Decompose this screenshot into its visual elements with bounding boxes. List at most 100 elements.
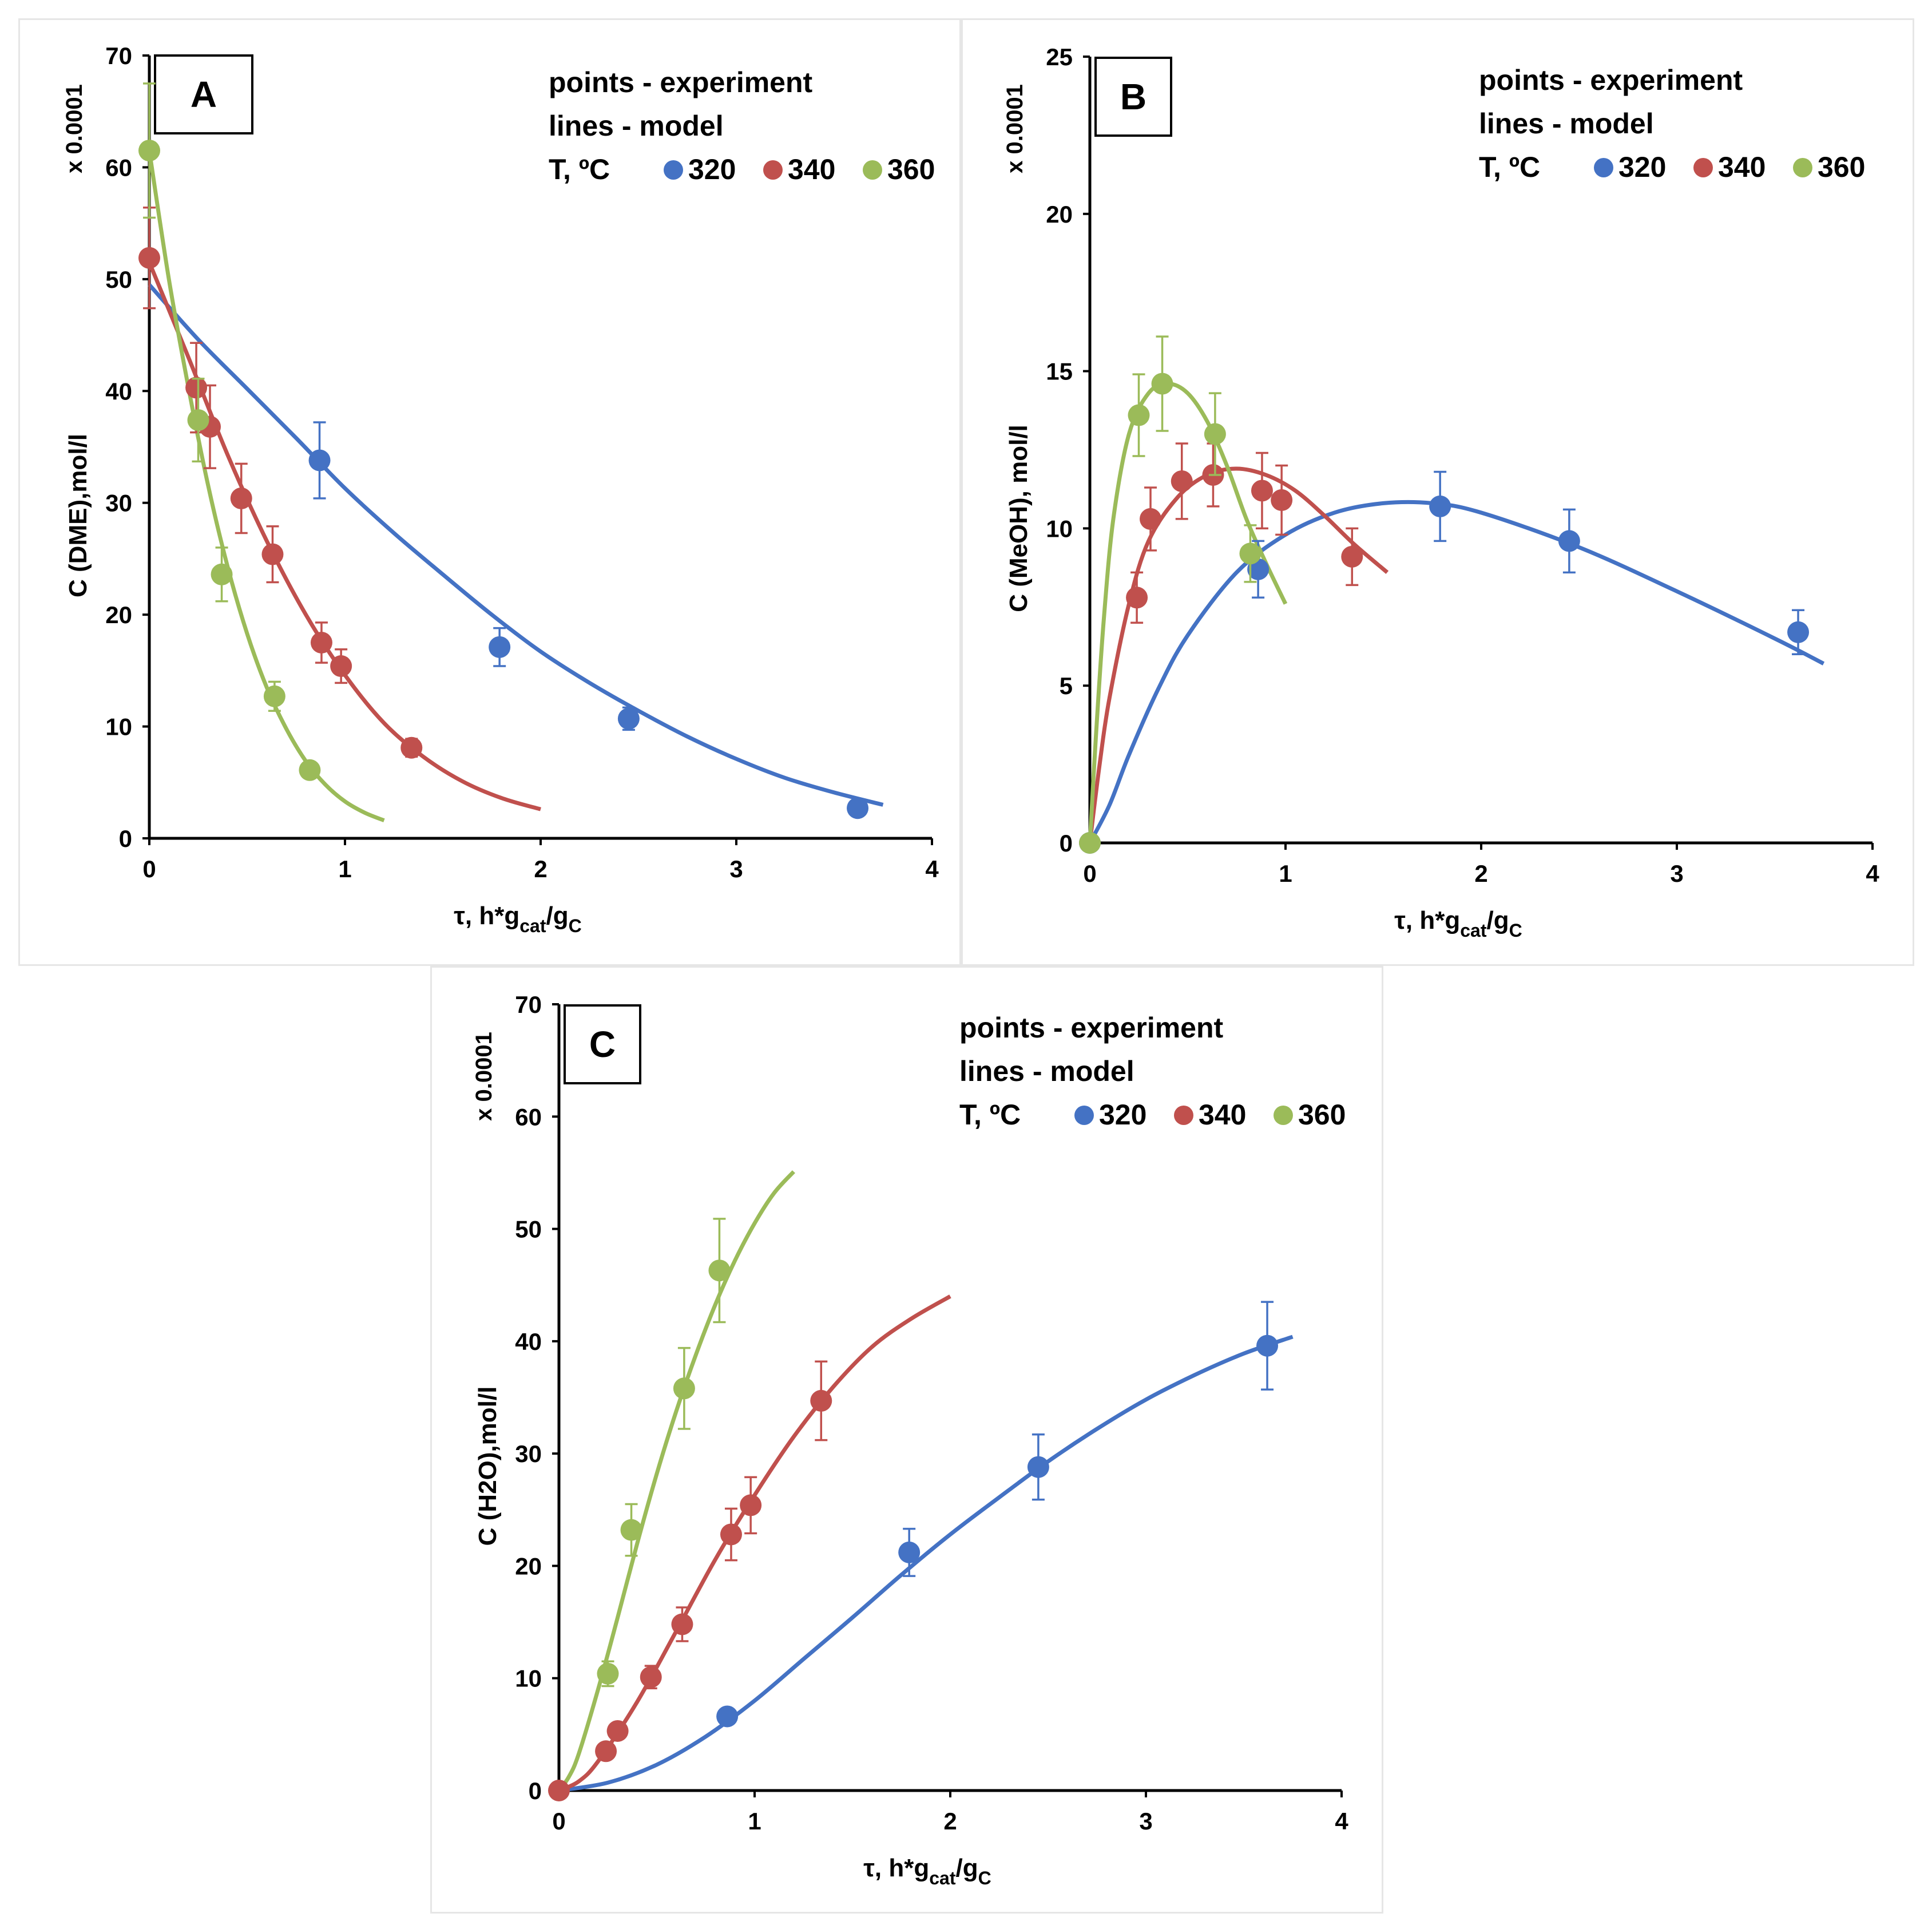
y-tick-label: 15 bbox=[1046, 358, 1073, 385]
x-axis-title-mid: /g bbox=[546, 902, 569, 930]
legend-line-experiment: points - experiment bbox=[959, 1012, 1224, 1044]
x-axis-title-sub: cat bbox=[1460, 920, 1487, 941]
legend-marker-360 bbox=[863, 160, 882, 180]
x-axis-title-sub: cat bbox=[519, 916, 546, 936]
y-tick-label: 40 bbox=[515, 1328, 542, 1355]
model-line-360 bbox=[1088, 382, 1288, 843]
data-point-320 bbox=[1027, 1456, 1049, 1478]
x-axis-title-mid: /g bbox=[956, 1854, 978, 1882]
data-point-360 bbox=[1151, 373, 1173, 395]
model-line-360 bbox=[557, 1170, 795, 1792]
x-axis-title-sub: cat bbox=[929, 1868, 956, 1888]
y-tick-label: 50 bbox=[105, 266, 132, 293]
y-tick-label: 10 bbox=[105, 714, 132, 740]
y-multiplier: x 0.0001 bbox=[62, 84, 87, 173]
y-tick-label: 0 bbox=[1060, 830, 1073, 857]
legend-marker-320 bbox=[1074, 1106, 1094, 1125]
x-axis-title: τ, h*gcat/gC bbox=[454, 902, 581, 936]
panel-label: C bbox=[589, 1024, 616, 1065]
legend-temp-label: T, ºC bbox=[959, 1099, 1021, 1131]
data-point-340 bbox=[1171, 470, 1193, 492]
legend-marker-340 bbox=[1174, 1106, 1193, 1125]
legend-label-320: 320 bbox=[1618, 151, 1666, 183]
data-point-340 bbox=[230, 487, 252, 509]
chart-svg: 0 5 10 15 20 25 0 1 2 3 4 τ, h*gcat/gC C (MeOH), mol… bbox=[1002, 43, 1879, 941]
data-point-360 bbox=[263, 685, 285, 707]
x-tick-label: 3 bbox=[729, 855, 743, 882]
y-tick-label: 40 bbox=[105, 378, 132, 405]
legend-temp-label: T, ºC bbox=[1479, 151, 1540, 183]
panel-label-box bbox=[154, 54, 253, 134]
y-tick-label: 70 bbox=[515, 991, 542, 1018]
data-point-360 bbox=[187, 409, 209, 431]
y-tick-label: 30 bbox=[515, 1440, 542, 1467]
legend-line-model: lines - model bbox=[959, 1055, 1134, 1087]
model-line-340 bbox=[147, 262, 541, 811]
data-point-320 bbox=[847, 797, 869, 819]
y-tick-label: 30 bbox=[105, 490, 132, 517]
y-axis-title: C (DME),mol/l bbox=[64, 434, 92, 597]
data-point-340 bbox=[330, 655, 352, 678]
data-point-340 bbox=[595, 1740, 617, 1762]
data-point-360 bbox=[673, 1377, 695, 1400]
x-tick-label: 3 bbox=[1139, 1808, 1152, 1835]
y-tick-label: 10 bbox=[515, 1665, 542, 1692]
legend-label-340: 340 bbox=[1718, 151, 1766, 183]
x-tick-label: 1 bbox=[748, 1808, 761, 1835]
y-tick-label: 25 bbox=[1046, 43, 1073, 70]
panel-label: B bbox=[1120, 76, 1146, 117]
legend-marker-340 bbox=[763, 160, 783, 180]
y-tick-label: 0 bbox=[119, 825, 132, 852]
panel-label-box bbox=[1094, 57, 1172, 137]
data-point-340 bbox=[261, 543, 284, 565]
y-axis-title: C (MeOH), mol/l bbox=[1005, 425, 1033, 612]
x-tick-label: 2 bbox=[943, 1808, 957, 1835]
panel-label: A bbox=[191, 74, 217, 115]
model-line-320 bbox=[558, 1334, 1294, 1793]
data-point-320 bbox=[308, 449, 331, 472]
data-point-360 bbox=[1204, 423, 1226, 445]
data-point-340 bbox=[1341, 545, 1363, 568]
data-point-360 bbox=[138, 140, 160, 162]
y-tick-label: 50 bbox=[515, 1216, 542, 1243]
data-point-320 bbox=[716, 1705, 739, 1728]
data-point-320 bbox=[1429, 495, 1451, 517]
data-point-340 bbox=[671, 1613, 693, 1635]
data-point-320 bbox=[1558, 530, 1580, 552]
x-axis-title-mid: /g bbox=[1487, 906, 1509, 934]
legend-marker-320 bbox=[1594, 158, 1613, 177]
x-axis-title-main: τ, h*g bbox=[1394, 906, 1460, 934]
x-tick-label: 4 bbox=[925, 855, 939, 882]
x-tick-label: 4 bbox=[1335, 1808, 1348, 1835]
model-line-340 bbox=[558, 1294, 951, 1793]
data-point-340 bbox=[640, 1666, 662, 1688]
legend-label-360: 360 bbox=[1298, 1099, 1346, 1131]
legend-label-360: 360 bbox=[887, 153, 935, 185]
chart-panel-a: 0 10 20 30 40 50 60 70 0 1 2 3 4 τ, h*gcat/gC C (DME),… bbox=[18, 18, 961, 966]
legend-line-model: lines - model bbox=[549, 110, 724, 142]
legend-line-experiment: points - experiment bbox=[549, 66, 813, 98]
x-tick-label: 0 bbox=[1083, 860, 1096, 887]
model-line-320 bbox=[1088, 500, 1825, 844]
data-point-360 bbox=[1128, 404, 1150, 426]
y-tick-label: 70 bbox=[105, 42, 132, 69]
x-tick-label: 0 bbox=[142, 855, 156, 882]
model-line-320 bbox=[148, 283, 884, 807]
y-tick-label: 60 bbox=[105, 154, 132, 181]
x-axis-title-sub: C bbox=[569, 916, 582, 936]
data-point-320 bbox=[489, 636, 511, 658]
x-tick-label: 1 bbox=[338, 855, 351, 882]
data-point-320 bbox=[1787, 621, 1810, 643]
x-axis-title-main: τ, h*g bbox=[863, 1854, 929, 1882]
data-point-340 bbox=[1140, 508, 1162, 530]
data-point-340 bbox=[1251, 480, 1273, 502]
y-tick-label: 20 bbox=[1046, 201, 1073, 228]
x-axis-title-main: τ, h*g bbox=[454, 902, 519, 930]
data-point-360 bbox=[299, 759, 321, 781]
y-tick-label: 5 bbox=[1060, 672, 1073, 699]
y-tick-label: 60 bbox=[515, 1103, 542, 1130]
y-tick-label: 20 bbox=[515, 1552, 542, 1579]
data-point-320 bbox=[898, 1541, 921, 1563]
y-axis-title: C (H2O),mol/l bbox=[474, 1387, 502, 1546]
